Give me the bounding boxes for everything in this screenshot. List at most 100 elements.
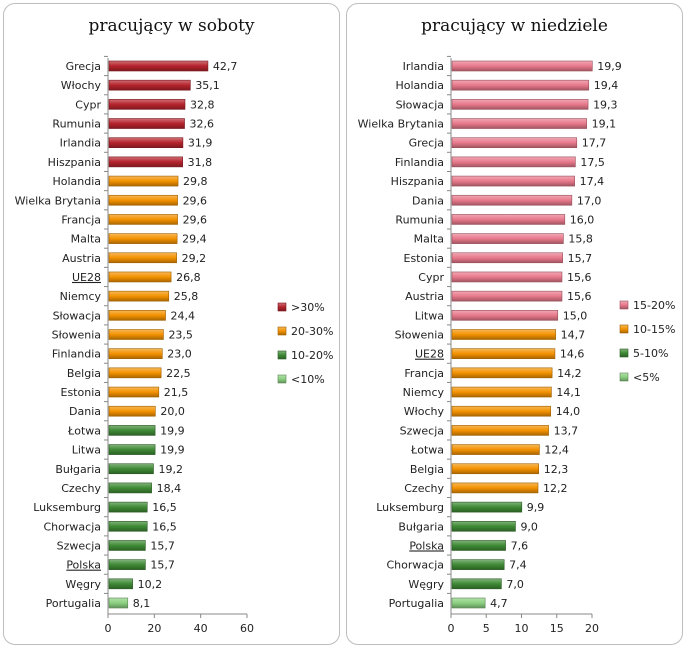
bar [108,348,163,359]
category-label: Włochy [61,79,102,92]
bar [108,463,154,475]
category-label: Irlandia [403,60,444,73]
x-tick-label: 5 [483,622,490,635]
legend-label: >30% [291,301,325,314]
value-label: 25,8 [174,290,199,303]
category-label: UE28 [415,348,444,361]
value-label: 19,9 [160,424,185,437]
x-tick-label: 10 [515,622,529,635]
bar [451,444,540,455]
value-label: 10,2 [138,578,163,591]
value-label: 7,0 [506,578,523,591]
x-tick-label: 20 [585,622,599,635]
value-label: 7,6 [511,539,529,552]
bar [451,60,593,72]
bar [451,214,566,225]
bar [451,329,556,340]
value-label: 12,2 [543,482,568,495]
value-label: 42,7 [213,60,238,73]
category-label: Słowacja [396,98,444,111]
category-label: Hiszpania [391,175,444,188]
bar [451,405,551,417]
value-label: 19,2 [158,463,183,476]
category-label: Szwecja [400,424,444,437]
value-label: 32,8 [190,98,215,111]
value-label: 16,5 [152,520,177,533]
category-label: Finlandia [52,348,101,361]
value-label: 19,9 [160,444,185,457]
category-label: Finlandia [395,156,444,169]
bar [108,597,129,609]
legend-label: 15-20% [633,299,675,312]
bar [108,310,166,321]
value-label: 29,2 [182,252,207,265]
category-label: Słowenia [395,329,444,342]
value-label: 8,1 [133,597,151,610]
category-label: Węgry [65,578,101,591]
bar [108,99,186,110]
value-label: 19,1 [592,118,617,131]
bar [451,310,559,321]
bar [451,520,516,532]
category-label: Francja [404,367,444,380]
bar [108,252,177,264]
value-label: 15,7 [568,252,593,265]
bar [451,597,486,609]
category-label: Estonia [404,252,445,265]
sunday-chart-panel: pracujący w niedziele 0 5 10 15 20 Irlandia 19… [346,3,683,645]
bar [108,578,133,590]
bar [451,559,505,570]
value-label: 7,4 [509,559,527,572]
category-label: Malta [71,233,101,246]
category-label: Luksemburg [376,501,444,514]
legend-label: 5-10% [633,347,668,360]
bar [451,425,549,436]
value-label: 17,7 [582,137,607,150]
bar [451,137,578,149]
category-label: Dania [412,194,444,207]
category-label: Portugalia [389,597,444,610]
bar [451,118,587,129]
chart-title: pracujący w niedziele [421,16,608,36]
value-label: 15,8 [568,233,593,246]
value-label: 12,3 [544,463,569,476]
bar [451,175,575,187]
category-label: Rumunia [52,118,101,131]
bar [108,137,184,149]
bar [108,156,183,168]
category-label: Grecja [409,137,444,150]
category-label: Austria [62,252,101,265]
bar [451,386,552,398]
category-label: Belgia [67,367,101,380]
bar [108,175,179,187]
bar [108,559,146,570]
bar [451,252,563,264]
category-label: Holandia [52,175,101,188]
category-label: Bułgaria [398,520,444,533]
bar [451,463,540,475]
x-tick-label: 60 [240,622,254,635]
category-label: Austria [405,290,444,303]
value-label: 24,4 [171,309,196,322]
saturday-chart-panel: pracujący w soboty 0 20 40 60 Grecja 42,7 Włoc… [3,3,340,645]
x-tick-label: 0 [448,622,455,635]
value-label: 15,6 [567,271,592,284]
category-label: Łotwa [410,444,444,457]
value-label: 29,6 [183,194,208,207]
value-label: 19,3 [593,98,618,111]
value-label: 14,2 [557,367,582,380]
legend-label: <10% [291,373,325,386]
category-label: Polska [66,559,101,572]
category-label: Cypr [75,98,101,111]
category-label: Czechy [404,482,444,495]
bar [451,99,589,110]
legend-swatch [619,300,629,310]
bar [108,233,178,244]
value-label: 15,0 [563,309,588,322]
category-label: Słowenia [52,329,101,342]
bar [451,540,506,551]
sunday-chart: 0 5 10 15 20 Irlandia 19,9 Holandia 19,4 Słowacja… [358,55,675,635]
category-label: Holandia [395,79,444,92]
x-tick-label: 0 [105,622,112,635]
category-label: Włochy [404,405,445,418]
